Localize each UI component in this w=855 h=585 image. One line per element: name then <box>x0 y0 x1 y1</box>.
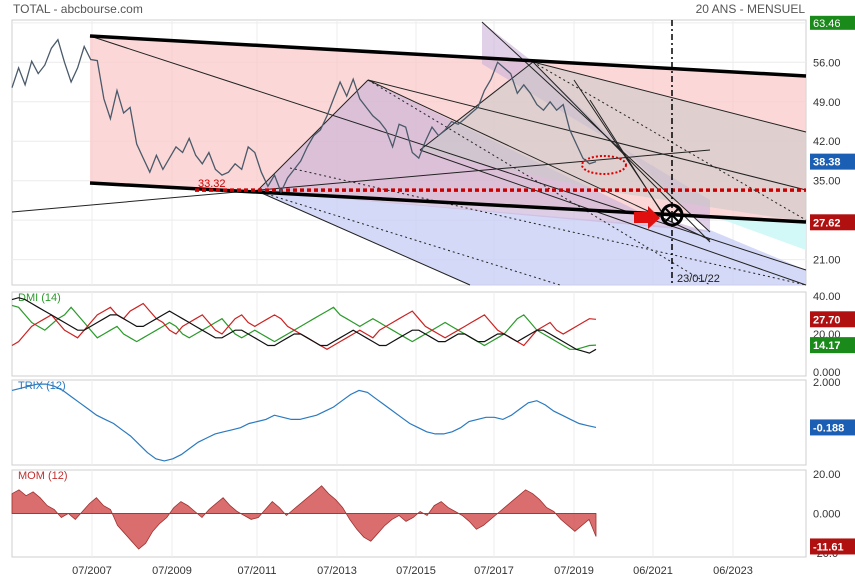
price-axis-label: 35.00 <box>813 176 841 188</box>
x-tick-label: 07/2011 <box>238 565 277 577</box>
mom-title: MOM (12) <box>18 470 68 482</box>
trend-line-thin <box>419 149 807 286</box>
price-axis-label: 42.00 <box>813 136 841 148</box>
highlight-ellipse <box>581 155 627 175</box>
dmi-axis-label: 0.000 <box>813 367 841 379</box>
mom-series-area <box>11 485 597 550</box>
trix-badge: -0.188 <box>813 422 844 434</box>
trix-badge-bg <box>810 419 855 436</box>
trend-line-dotted <box>367 79 711 286</box>
price-series-line <box>11 38 597 194</box>
current-price-badge-bg <box>810 153 855 170</box>
mom-badge-bg <box>810 538 855 555</box>
trend-line-thin <box>367 79 807 191</box>
trend-line-thin <box>256 79 369 192</box>
trend-line-thin <box>589 99 663 214</box>
x-tick-label: 06/2023 <box>713 565 753 577</box>
panel-frame-3 <box>11 379 807 466</box>
dmi-minus-badge-bg <box>810 311 855 328</box>
x-tick-label: 07/2007 <box>72 565 112 577</box>
dmi-axis-label: 40.00 <box>813 291 841 303</box>
price-axis-label: 63.46 <box>813 18 841 30</box>
x-tick-label: 07/2019 <box>554 565 594 577</box>
trix-axis-label: 2.000 <box>813 377 841 389</box>
target-price-badge: 27.62 <box>813 217 841 229</box>
price-axis-label: 49.00 <box>813 97 841 109</box>
price-axis-label: 56.00 <box>813 57 841 69</box>
wedge-cyan <box>710 215 806 250</box>
target-circle <box>660 203 684 227</box>
x-tick-label: 07/2017 <box>474 565 514 577</box>
current-price-badge: 38.38 <box>813 157 841 169</box>
dmi-plus-badge: 14.17 <box>813 340 841 352</box>
mom-axis-label: 20.00 <box>813 469 841 481</box>
trend-line-thin <box>11 149 711 213</box>
chart-period: 20 ANS - MENSUEL <box>696 2 806 16</box>
trend-line-dotted <box>289 167 807 286</box>
dmi-series-DI- <box>11 302 597 350</box>
price-axis-label: 21.00 <box>813 255 841 267</box>
panel-frame-2 <box>11 291 807 377</box>
target-date-label: 23/01/22 <box>677 273 720 285</box>
x-tick-label: 07/2015 <box>396 565 436 577</box>
target-cross <box>665 208 679 222</box>
dmi-series-DI+ <box>11 304 597 350</box>
dmi-series-ADX <box>11 297 597 354</box>
price-annotations: 33.32 23/01/22 <box>11 20 807 286</box>
channel-upper-line <box>89 34 807 78</box>
axis-max-badge <box>810 15 855 30</box>
trix-title: TRIX (12) <box>18 380 66 392</box>
target-arrow-icon <box>634 206 660 229</box>
dmi-plus-badge-bg <box>810 337 855 354</box>
x-tick-label: 07/2013 <box>317 565 357 577</box>
dmi-minus-badge: 27.70 <box>813 314 841 326</box>
trix-series-TRIX <box>11 383 597 462</box>
x-tick-label: 07/2009 <box>152 565 192 577</box>
x-tick-label: 06/2021 <box>633 565 673 577</box>
mom-badge: -11.61 <box>813 541 844 553</box>
fan-blue <box>257 191 806 285</box>
dmi-title: DMI (14) <box>18 292 61 304</box>
chart-title: TOTAL - abcbourse.com <box>13 2 143 16</box>
trend-line-thin <box>532 61 807 133</box>
support-label: 33.32 <box>198 178 226 190</box>
mom-axis-label: 0.000 <box>813 509 841 521</box>
trend-line-thin <box>256 190 471 286</box>
trend-line-thin <box>89 35 807 271</box>
target-price-badge-bg <box>810 214 855 231</box>
